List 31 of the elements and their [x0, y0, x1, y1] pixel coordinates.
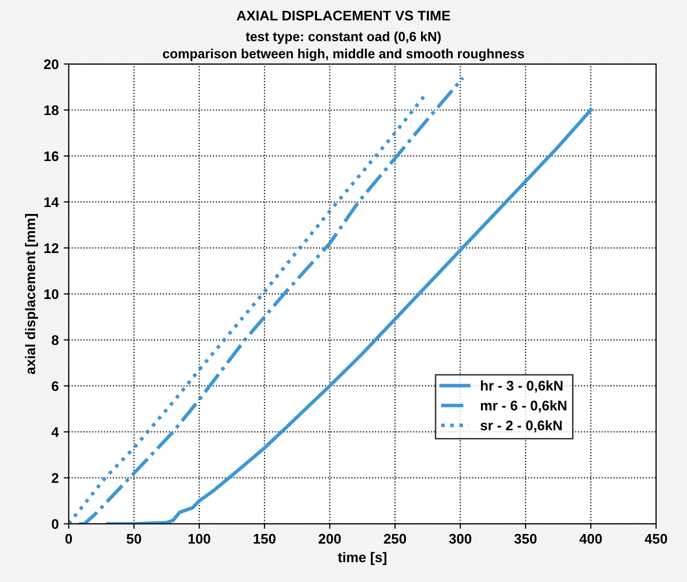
y-tick-label: 18 — [44, 105, 59, 116]
x-tick-label: 100 — [188, 534, 210, 544]
legend-label: hr - 3 - 0,6kN — [480, 380, 562, 393]
x-tick-label: 50 — [126, 534, 142, 544]
x-tick-label: 400 — [579, 534, 602, 544]
y-tick-label: 10 — [44, 289, 58, 300]
y-tick-label: 6 — [52, 381, 58, 392]
line-series — [68, 93, 427, 524]
x-tick-label: 350 — [514, 534, 537, 544]
line-series — [106, 108, 593, 524]
y-tick-label: 12 — [44, 243, 58, 253]
x-tick-label: 150 — [254, 534, 276, 544]
line-series — [77, 76, 465, 524]
x-tick-label: 300 — [449, 534, 472, 544]
y-tick-label: 16 — [44, 151, 58, 162]
x-tick-label: 450 — [644, 534, 668, 544]
y-tick-label: 4 — [51, 427, 59, 437]
y-tick-label: 14 — [44, 197, 59, 207]
x-tick-label: 250 — [384, 534, 406, 544]
legend-label: sr - 2 - 0,6kN — [480, 420, 562, 432]
y-axis-title: axial displacement [mm] — [25, 214, 38, 374]
x-axis-title: time [s] — [338, 552, 386, 565]
y-tick-label: 0 — [52, 519, 58, 529]
x-tick-label: 0 — [65, 534, 72, 544]
chart-title: AXIAL DISPLACEMENT VS TIME — [236, 10, 450, 21]
chart-subtitle: test type: constant oad (0,6 kN) comparison between high, middle and smooth roughness — [162, 32, 524, 61]
y-tick-label: 8 — [52, 335, 59, 346]
x-tick-label: 200 — [318, 534, 341, 544]
y-tick-label: 2 — [52, 473, 58, 483]
y-tick-label: 20 — [44, 59, 58, 70]
legend-label: mr - 6 - 0,6kN — [480, 400, 566, 413]
